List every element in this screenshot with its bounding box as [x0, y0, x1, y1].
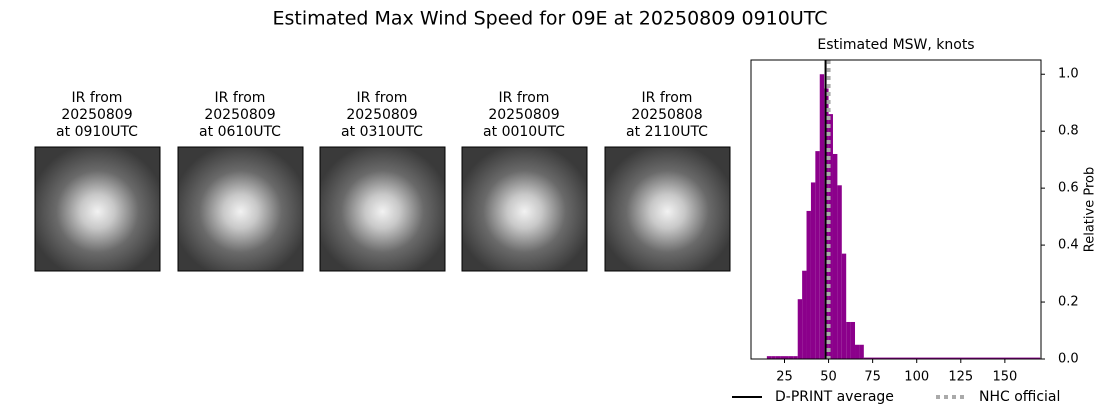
satellite-image	[34, 146, 161, 272]
y-tick-label: 0.2	[1058, 295, 1079, 310]
histogram-bar	[828, 114, 833, 359]
histogram-bar	[855, 344, 860, 359]
panel-caption: IR from	[72, 90, 123, 106]
y-tick-label: 0.0	[1058, 352, 1079, 367]
panel-caption: 20250809	[346, 107, 417, 123]
panel-caption: at 0910UTC	[56, 124, 138, 140]
panel-caption: at 0010UTC	[483, 124, 565, 140]
histogram-bar	[771, 356, 776, 359]
y-tick-label: 1.0	[1058, 67, 1079, 82]
y-axis-label: Relative Prob	[1083, 167, 1098, 252]
x-tick-label: 50	[820, 370, 837, 385]
histogram-bar	[810, 182, 816, 359]
histogram-bar	[775, 356, 781, 359]
y-tick-label: 0.6	[1058, 181, 1079, 196]
histogram-bar	[863, 357, 1041, 359]
y-tick-label: 0.8	[1058, 124, 1079, 139]
satellite-image	[604, 146, 731, 272]
panel-caption: 20250809	[204, 107, 275, 123]
panel-caption: IR from	[499, 90, 550, 106]
panel-caption: IR from	[642, 90, 693, 106]
histogram-bar	[793, 356, 798, 359]
plot-frame	[750, 59, 1042, 360]
panel-caption: IR from	[215, 90, 266, 106]
x-tick-label: 150	[992, 370, 1017, 385]
x-tick-label: 100	[904, 370, 929, 385]
panel-caption: 20250808	[631, 107, 702, 123]
histogram-bar	[832, 153, 838, 359]
panel-caption: at 0610UTC	[199, 124, 281, 140]
histogram-bar	[806, 210, 811, 359]
histogram-bar	[766, 356, 772, 359]
legend-label: NHC official	[979, 389, 1060, 405]
panel-caption: at 2110UTC	[626, 124, 708, 140]
panel-caption: 20250809	[488, 107, 559, 123]
x-tick-label: 75	[864, 370, 881, 385]
satellite-image	[177, 146, 304, 272]
chart-title: Estimated MSW, knots	[817, 37, 974, 53]
histogram-bar	[819, 74, 825, 359]
figure-title: Estimated Max Wind Speed for 09E at 2025…	[272, 8, 827, 30]
histogram-bar	[859, 344, 864, 359]
histogram-bar	[846, 321, 851, 359]
satellite-image	[461, 146, 588, 272]
histogram-bar	[784, 356, 789, 359]
x-tick-label: 125	[948, 370, 973, 385]
panel-caption: at 0310UTC	[341, 124, 423, 140]
satellite-image	[319, 146, 446, 272]
histogram-bar	[837, 185, 842, 359]
x-tick-label: 25	[776, 370, 793, 385]
histogram-bar	[850, 321, 856, 359]
y-tick-label: 0.4	[1058, 238, 1079, 253]
histogram-bar	[780, 356, 785, 359]
histogram-bar	[788, 356, 794, 359]
panel-caption: IR from	[357, 90, 408, 106]
histogram-bar	[815, 151, 820, 359]
histogram-bar	[802, 270, 807, 359]
panel-caption: 20250809	[61, 107, 132, 123]
histogram-bar	[841, 253, 847, 359]
legend-label: D-PRINT average	[775, 389, 894, 405]
histogram-bar	[797, 299, 803, 359]
